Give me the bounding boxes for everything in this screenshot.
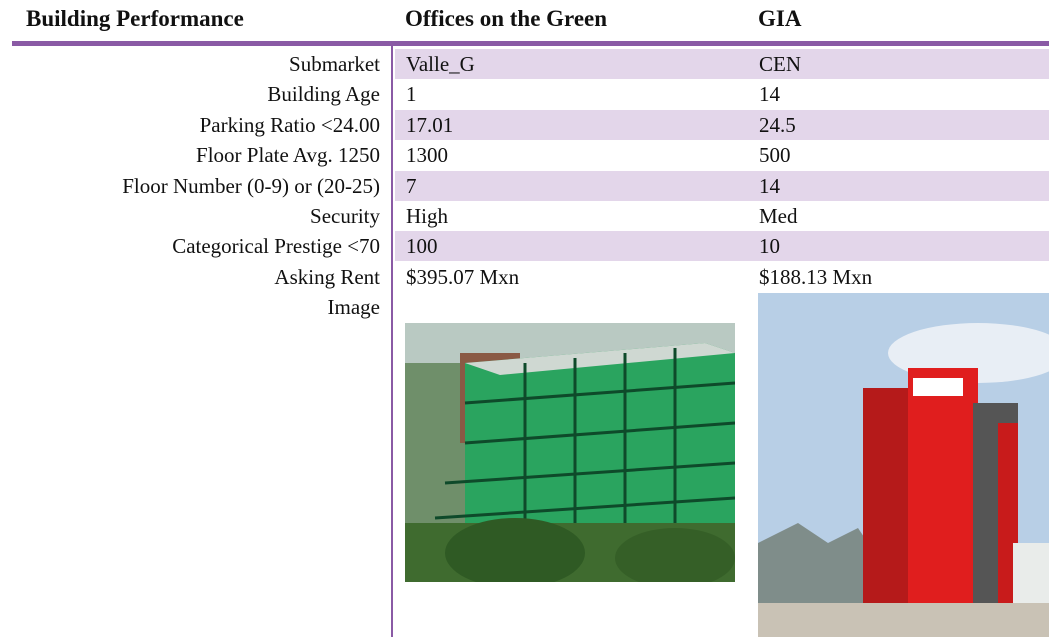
table-cell: 7 bbox=[406, 171, 417, 201]
row-label: Security bbox=[310, 201, 380, 231]
header-cell: Offices on the Green bbox=[405, 6, 607, 32]
table-cell: $188.13 Mxn bbox=[759, 262, 872, 292]
table-cell: 14 bbox=[759, 171, 780, 201]
column-rule bbox=[391, 44, 393, 637]
table-cell: Med bbox=[759, 201, 798, 231]
header-rule bbox=[12, 41, 1049, 46]
table-cell: CEN bbox=[759, 49, 801, 79]
row-shade bbox=[395, 231, 1049, 261]
table-cell: 10 bbox=[759, 231, 780, 261]
table-cell: Valle_G bbox=[406, 49, 475, 79]
row-shade bbox=[395, 49, 1049, 79]
row-label: Submarket bbox=[289, 49, 380, 79]
row-label: Floor Plate Avg. 1250 bbox=[196, 140, 380, 170]
row-shade bbox=[395, 110, 1049, 140]
row-label: Image bbox=[328, 292, 380, 322]
table-cell: 14 bbox=[759, 79, 780, 109]
row-label: Building Age bbox=[267, 79, 380, 109]
table-cell: 500 bbox=[759, 140, 791, 170]
row-label: Floor Number (0-9) or (20-25) bbox=[122, 171, 380, 201]
row-label: Asking Rent bbox=[274, 262, 380, 292]
table-cell: High bbox=[406, 201, 448, 231]
table-cell: 100 bbox=[406, 231, 438, 261]
table-cell: 24.5 bbox=[759, 110, 796, 140]
row-label: Categorical Prestige <70 bbox=[172, 231, 380, 261]
page: Building Performance Offices on the Gree… bbox=[0, 0, 1049, 637]
table-cell: 17.01 bbox=[406, 110, 453, 140]
row-label: Parking Ratio <24.00 bbox=[200, 110, 380, 140]
header-cell: GIA bbox=[758, 6, 801, 32]
building-photo bbox=[405, 323, 735, 582]
table-cell: $395.07 Mxn bbox=[406, 262, 519, 292]
building-photo bbox=[758, 293, 1049, 637]
header-cell: Building Performance bbox=[26, 6, 244, 32]
table-cell: 1 bbox=[406, 79, 417, 109]
row-shade bbox=[395, 171, 1049, 201]
table-cell: 1300 bbox=[406, 140, 448, 170]
